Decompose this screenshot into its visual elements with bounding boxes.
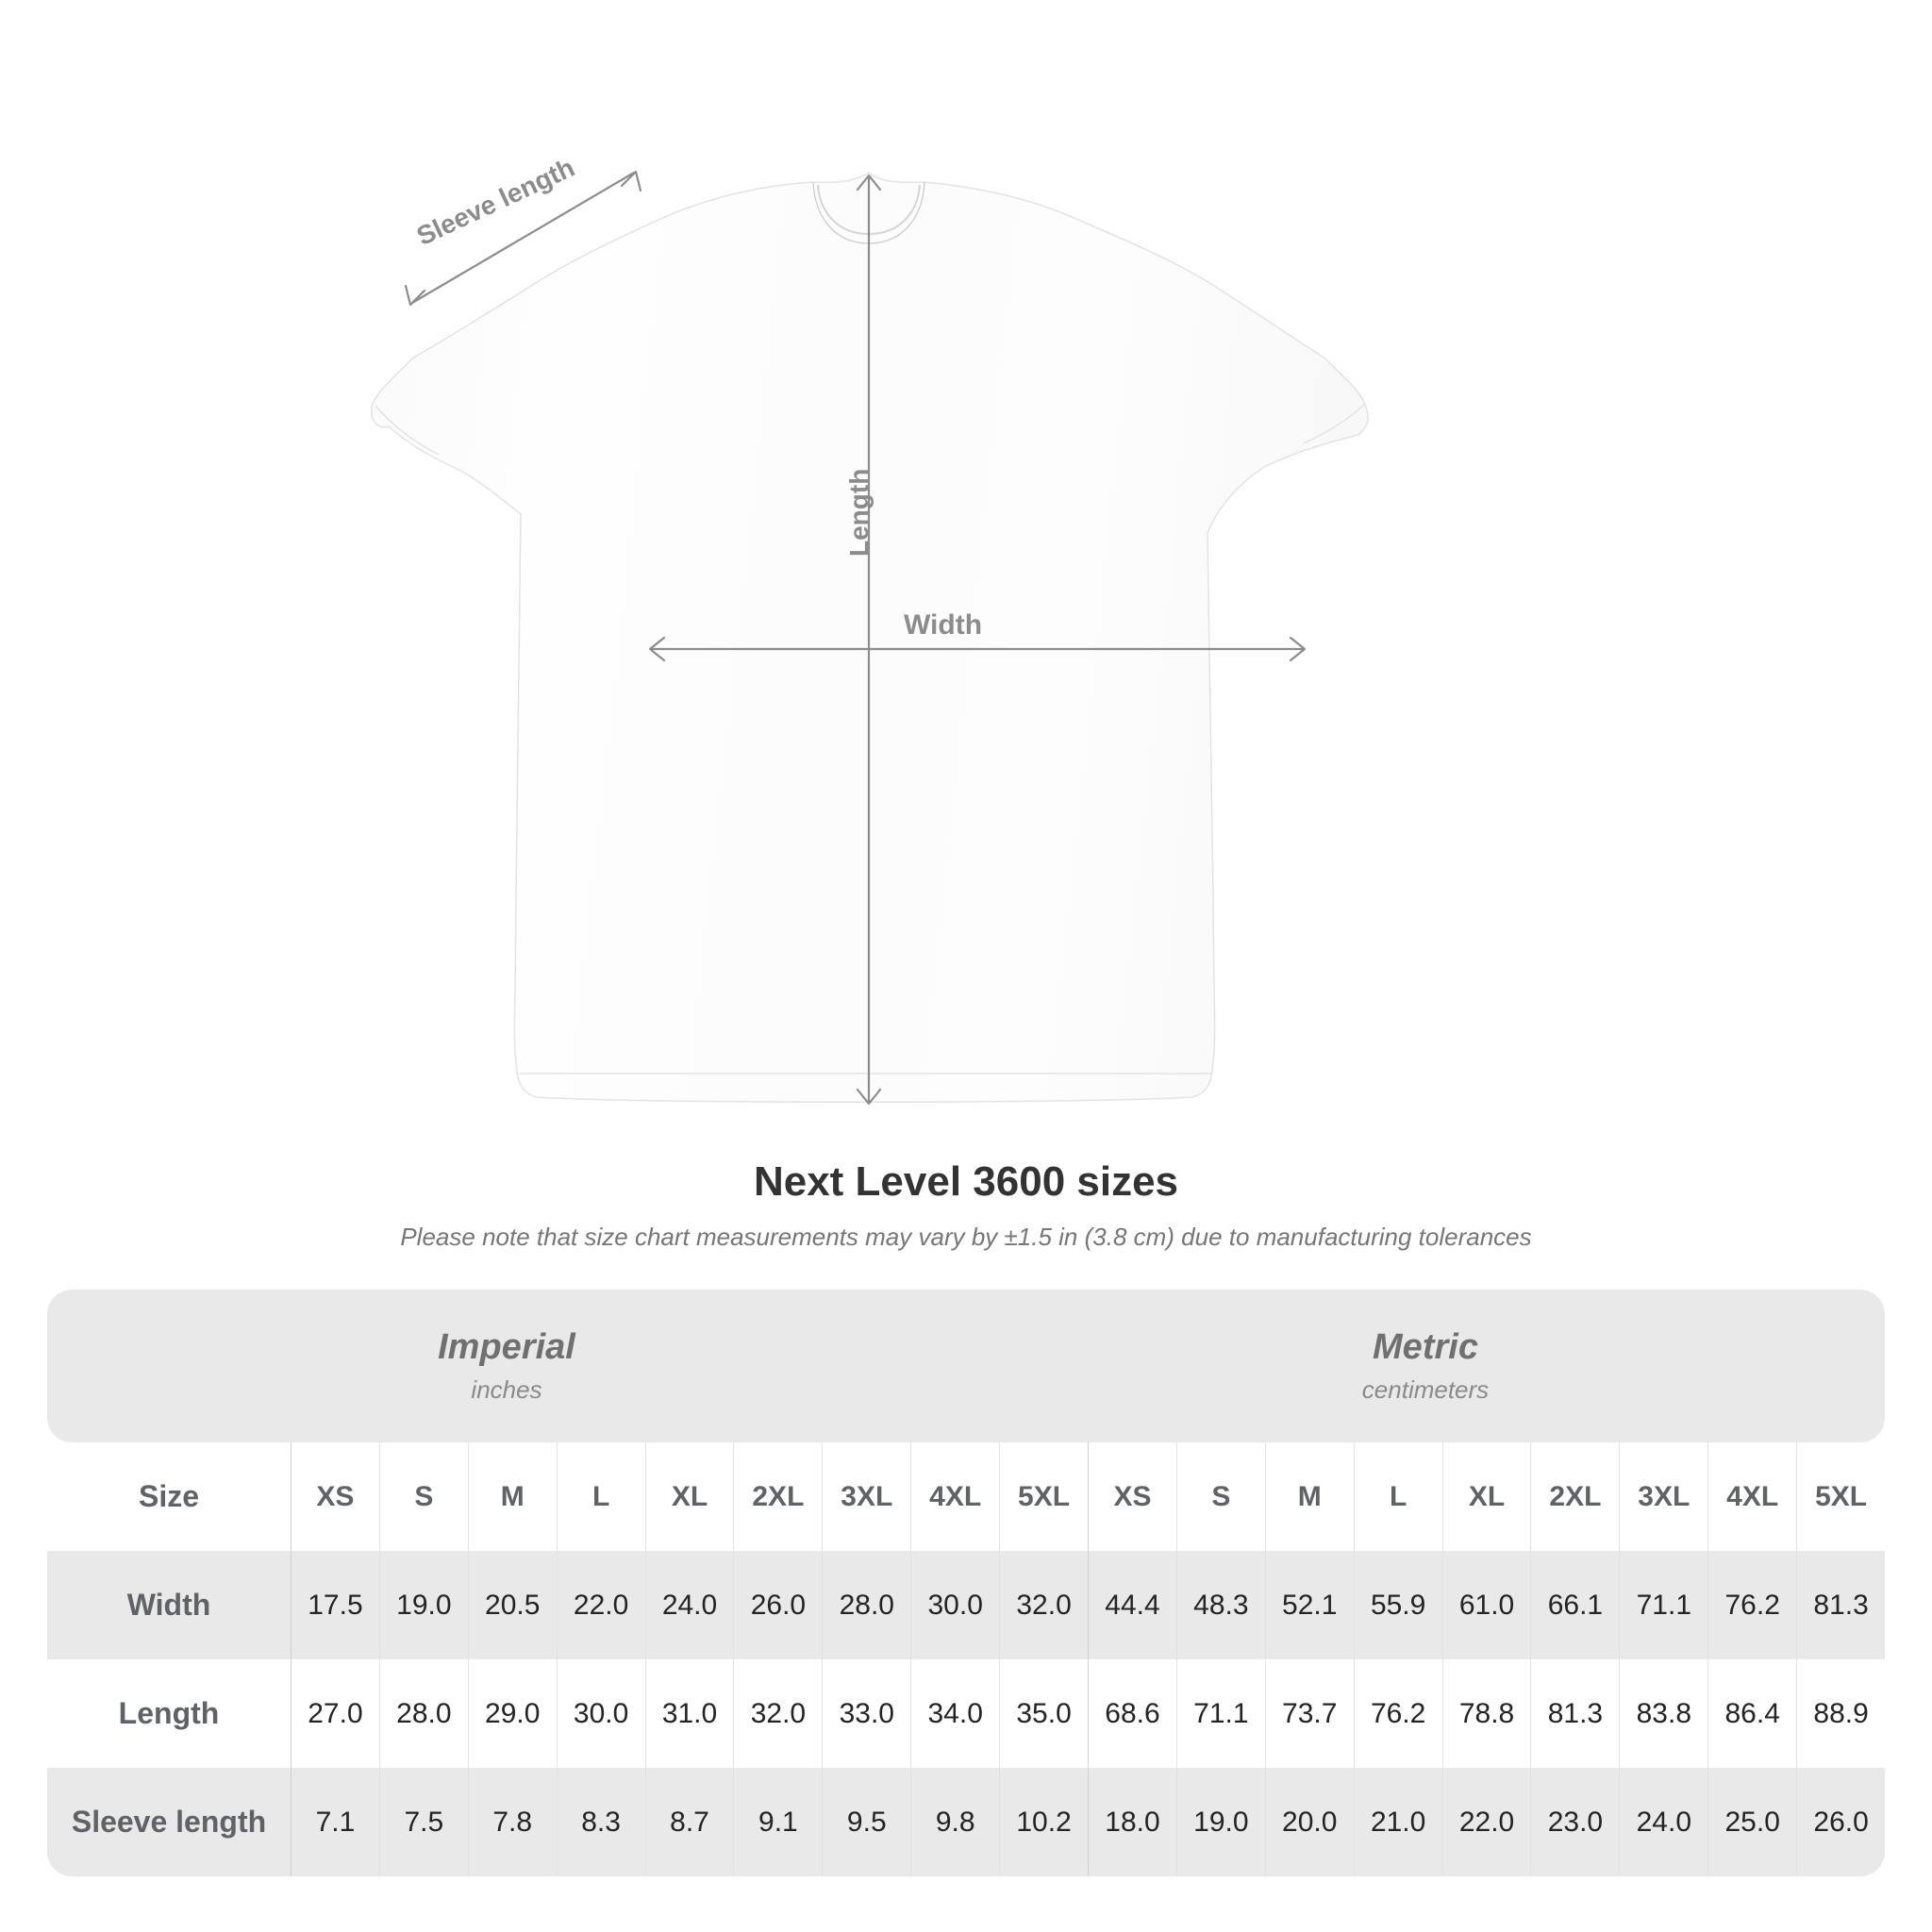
svg-text:Width: Width (904, 609, 982, 641)
